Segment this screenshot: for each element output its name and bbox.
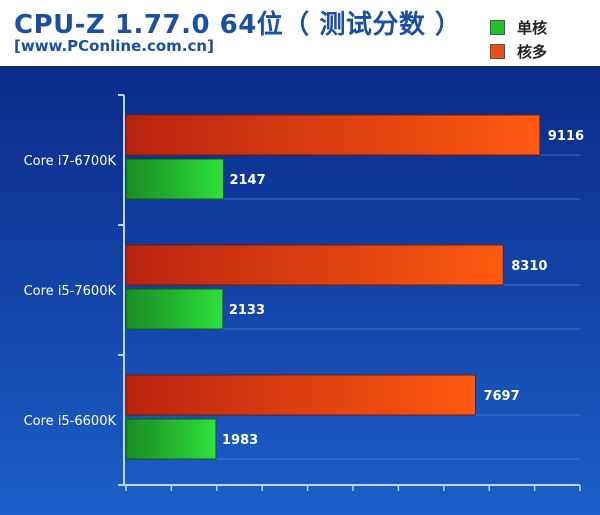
bar-multi-core bbox=[125, 244, 504, 286]
axes bbox=[118, 94, 581, 491]
labels: 9116 2147 Core i7-6700K 8310 2133 Core i5-760… bbox=[24, 129, 584, 448]
value-label-single-core: 2147 bbox=[229, 173, 265, 188]
value-label-multi-core: 8310 bbox=[511, 259, 547, 274]
legend-label-multi-core: 核多 bbox=[517, 42, 548, 61]
value-label-multi-core: 7697 bbox=[483, 389, 519, 404]
category-label: Core i5-7600K bbox=[24, 284, 117, 299]
legend-swatch-multi-core bbox=[490, 43, 505, 59]
value-label-single-core: 1983 bbox=[222, 433, 258, 448]
bar-single-core bbox=[125, 288, 224, 330]
bar-multi-core bbox=[125, 374, 476, 416]
legend-item-multi-core: 核多 bbox=[490, 41, 547, 61]
value-label-multi-core: 9116 bbox=[548, 129, 584, 144]
bar-single-core bbox=[125, 158, 224, 200]
bars bbox=[125, 114, 541, 460]
legend-item-single-core: 单核 bbox=[490, 17, 547, 37]
bar-multi-core bbox=[125, 114, 541, 156]
chart-title: CPU-Z 1.77.0 64位（ 测试分数 ） bbox=[14, 10, 462, 40]
value-label-single-core: 2133 bbox=[229, 303, 265, 318]
legend-swatch-single-core bbox=[490, 19, 505, 35]
legend-label-single-core: 单核 bbox=[517, 18, 548, 37]
category-label: Core i7-6700K bbox=[24, 154, 117, 169]
category-label: Core i5-6600K bbox=[24, 414, 117, 429]
chart-subtitle: [www.PConline.com.cn] bbox=[14, 37, 214, 55]
bar-single-core bbox=[125, 418, 217, 460]
